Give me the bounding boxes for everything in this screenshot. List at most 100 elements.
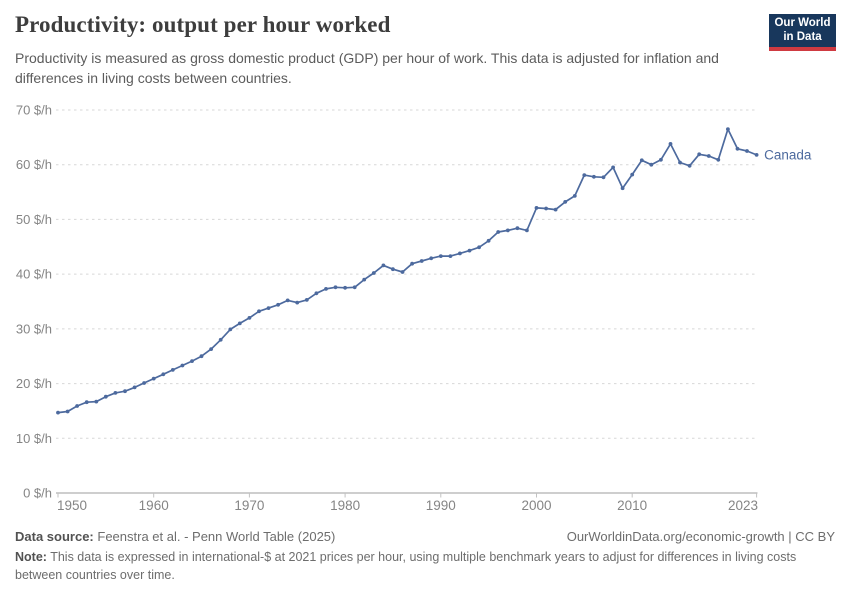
data-point	[601, 175, 606, 180]
y-tick-label: 70 $/h	[16, 103, 52, 118]
chart-note: Note: This data is expressed in internat…	[15, 549, 835, 585]
x-tick-label: 1950	[57, 498, 87, 513]
data-point	[486, 238, 491, 243]
data-point	[563, 200, 568, 204]
data-point	[295, 300, 300, 305]
data-point	[352, 285, 357, 290]
data-point	[659, 157, 663, 162]
data-point	[687, 163, 692, 168]
y-tick-label: 60 $/h	[16, 157, 52, 172]
note-label: Note:	[15, 550, 47, 564]
x-tick-label: 2023	[728, 498, 758, 513]
series-label-canada: Canada	[764, 147, 812, 162]
data-point	[678, 160, 682, 165]
data-point	[132, 385, 137, 390]
data-point	[161, 372, 166, 377]
data-point	[448, 254, 453, 258]
y-tick-label: 40 $/h	[16, 267, 52, 282]
data-point	[611, 165, 615, 170]
data-point	[649, 162, 654, 167]
data-point	[113, 391, 118, 395]
data-point	[706, 154, 711, 158]
data-point	[572, 194, 577, 198]
data-point	[285, 298, 290, 303]
page-title: Productivity: output per hour worked	[15, 12, 391, 37]
data-point	[209, 347, 214, 351]
data-point	[276, 302, 280, 307]
data-source-text: Feenstra et al. - Penn World Table (2025…	[97, 529, 336, 544]
data-point	[362, 277, 367, 282]
data-point	[247, 316, 252, 320]
data-point	[170, 368, 175, 372]
y-tick-label: 30 $/h	[16, 321, 52, 336]
data-point	[467, 248, 472, 253]
x-tick-label: 1960	[139, 498, 169, 513]
data-point	[630, 172, 635, 177]
data-point	[333, 285, 338, 290]
data-point	[438, 254, 443, 258]
x-tick-label: 1970	[234, 498, 264, 513]
chart-subtitle: Productivity is measured as gross domest…	[15, 50, 719, 87]
data-point	[505, 228, 510, 233]
data-point	[103, 394, 108, 399]
data-point	[582, 173, 587, 178]
data-point	[620, 186, 625, 191]
data-point	[400, 270, 405, 274]
x-tick-label: 2000	[521, 498, 551, 513]
data-source-label: Data source:	[15, 529, 94, 544]
data-point	[726, 127, 730, 131]
data-point	[324, 287, 328, 291]
chart-footer: Data source: Feenstra et al. - Penn Worl…	[15, 529, 835, 585]
data-point	[151, 376, 156, 381]
data-point	[639, 158, 644, 163]
data-point	[754, 153, 759, 157]
data-point	[304, 298, 309, 302]
data-point	[716, 157, 721, 162]
data-point	[94, 399, 99, 404]
data-point	[477, 245, 481, 250]
data-point	[553, 207, 558, 212]
data-point	[343, 285, 347, 290]
x-tick-label: 1980	[330, 498, 360, 513]
data-point	[515, 226, 520, 231]
data-point	[544, 206, 548, 211]
data-point	[266, 306, 271, 310]
data-point	[735, 146, 740, 151]
data-point	[257, 309, 261, 314]
data-point	[592, 174, 596, 179]
note-text: This data is expressed in international-…	[15, 550, 797, 582]
data-point	[142, 381, 147, 385]
y-tick-label: 50 $/h	[16, 212, 52, 227]
data-point	[84, 400, 89, 405]
data-point	[534, 206, 539, 210]
data-point	[199, 354, 204, 359]
data-point	[697, 152, 702, 157]
data-point	[56, 410, 60, 415]
series-line-canada	[57, 128, 758, 414]
data-point	[228, 327, 233, 332]
x-tick-label: 2010	[617, 498, 647, 513]
y-tick-label: 10 $/h	[16, 431, 52, 446]
data-point	[75, 404, 79, 408]
data-source: Data source: Feenstra et al. - Penn Worl…	[15, 529, 335, 544]
owid-logo[interactable]: Our World in Data	[769, 14, 836, 51]
data-point	[65, 409, 70, 414]
credit-link[interactable]: OurWorldinData.org/economic-growth | CC …	[566, 529, 835, 544]
data-point	[218, 337, 223, 342]
owid-logo-line1: Our World	[774, 16, 831, 29]
data-point	[668, 142, 673, 146]
data-point	[429, 256, 434, 261]
y-tick-label: 0 $/h	[23, 486, 52, 501]
data-point	[410, 261, 414, 266]
owid-logo-line2: in Data	[783, 30, 822, 43]
data-point	[391, 267, 395, 272]
data-point	[381, 263, 386, 268]
data-point	[525, 228, 529, 233]
y-tick-label: 20 $/h	[16, 376, 52, 391]
data-point	[371, 271, 376, 275]
data-point	[314, 291, 319, 296]
data-point	[458, 251, 462, 256]
data-point	[123, 389, 127, 394]
